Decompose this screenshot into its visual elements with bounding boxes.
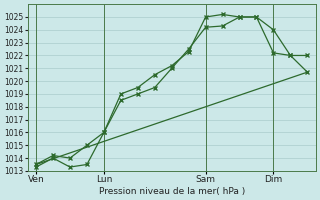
X-axis label: Pression niveau de la mer( hPa ): Pression niveau de la mer( hPa ) bbox=[99, 187, 245, 196]
